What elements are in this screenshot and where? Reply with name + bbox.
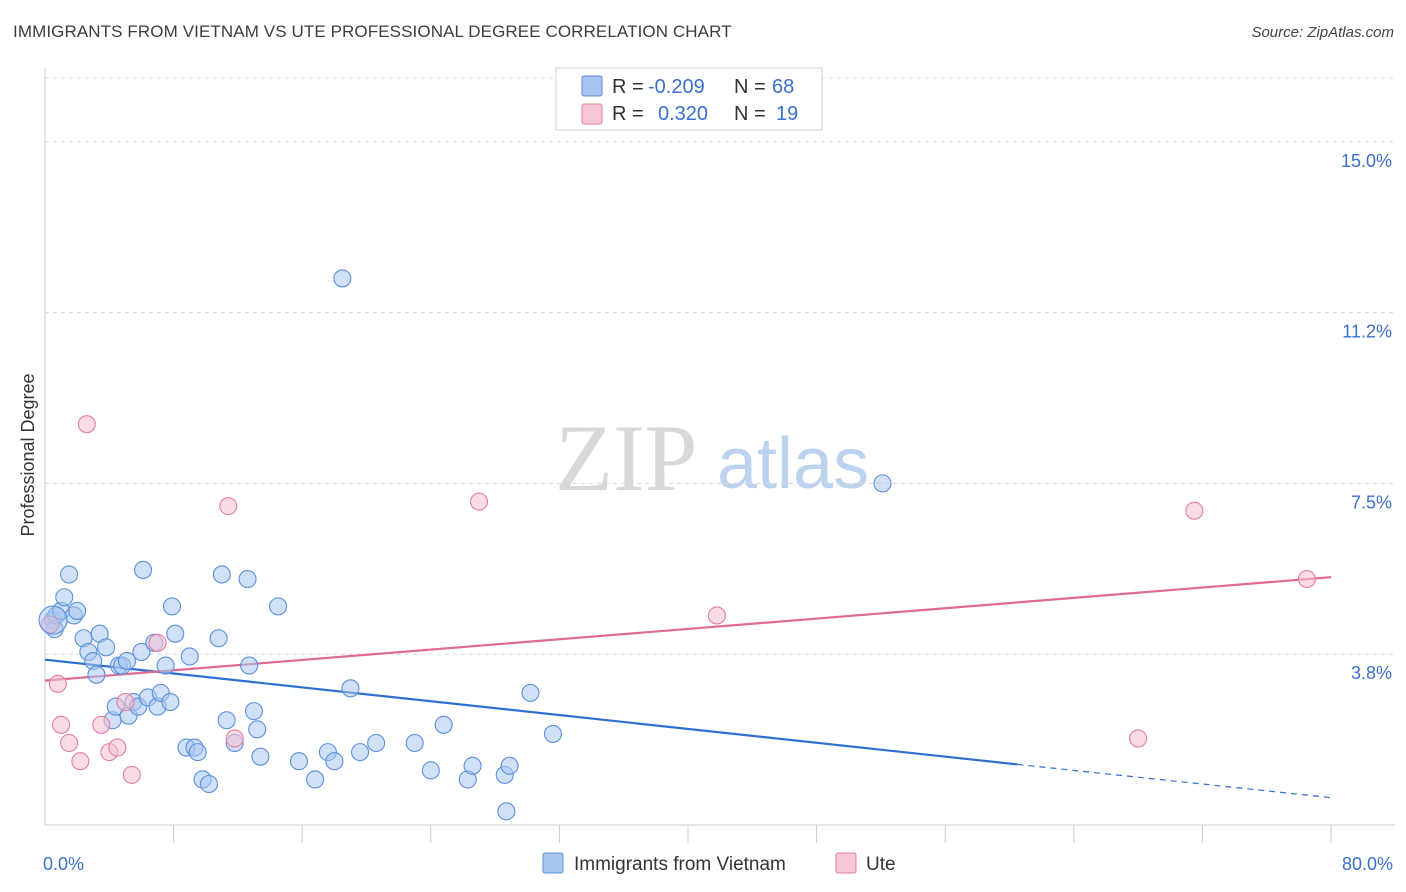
point-ute <box>225 729 244 748</box>
legend-r-label-1: R = <box>612 76 644 98</box>
point-ute <box>707 606 726 625</box>
point-vietnam <box>434 715 453 734</box>
legend-swatch-blue <box>581 75 603 97</box>
watermark-atlas: atlas <box>717 424 869 504</box>
point-vietnam <box>217 711 236 730</box>
point-vietnam <box>117 651 137 671</box>
point-vietnam <box>244 702 264 721</box>
gridlines <box>45 77 1395 655</box>
point-vietnam <box>87 665 106 684</box>
y-tick-label: 3.8% <box>1351 663 1392 683</box>
point-vietnam <box>367 733 386 753</box>
point-ute <box>48 674 67 693</box>
point-vietnam <box>521 683 540 702</box>
y-tick-label: 11.2% <box>1342 322 1392 342</box>
point-vietnam <box>873 474 892 493</box>
trendline-vietnam-extension <box>1017 763 1332 799</box>
point-vietnam <box>251 747 270 766</box>
point-vietnam <box>333 269 352 288</box>
legend-n-label-1: N = <box>734 76 766 98</box>
point-ute <box>1129 729 1148 748</box>
watermark-zip: ZIP <box>555 405 698 511</box>
chart-title: IMMIGRANTS FROM VIETNAM VS UTE PROFESSIO… <box>13 22 732 41</box>
y-tick-label: 7.5% <box>1351 492 1392 512</box>
point-vietnam <box>162 597 182 616</box>
point-vietnam <box>497 802 516 821</box>
point-vietnam <box>68 601 87 620</box>
axes <box>44 68 1395 843</box>
trendline-vietnam <box>44 658 1018 766</box>
point-ute <box>116 692 135 712</box>
legend-n-label-2: N = <box>734 103 766 125</box>
legend-r-label-2: R = <box>612 103 644 125</box>
trendline-ute <box>44 576 1332 682</box>
point-vietnam <box>97 638 116 657</box>
point-ute <box>77 415 96 434</box>
point-ute <box>469 492 489 511</box>
legend-n-value-1: 68 <box>772 76 794 98</box>
bottom-legend-swatch-pink <box>835 852 857 874</box>
point-vietnam <box>188 743 207 762</box>
point-vietnam <box>289 752 309 771</box>
data-points <box>38 269 1316 821</box>
point-vietnam <box>500 756 519 775</box>
point-vietnam <box>60 565 79 584</box>
point-vietnam <box>212 565 231 584</box>
point-vietnam <box>156 656 175 675</box>
point-vietnam <box>38 605 68 635</box>
x-tick-label: 0.0% <box>43 854 84 874</box>
legend-n-value-2: 19 <box>776 103 798 125</box>
point-vietnam <box>325 752 344 771</box>
bottom-legend-swatch-blue <box>542 852 564 874</box>
point-vietnam <box>269 597 288 616</box>
legend-r-value-1: -0.209 <box>648 76 705 98</box>
point-ute <box>219 497 238 516</box>
point-vietnam <box>543 724 563 743</box>
point-ute <box>108 738 127 757</box>
point-ute <box>92 715 111 734</box>
point-ute <box>1297 569 1316 589</box>
point-ute <box>122 765 141 784</box>
point-ute <box>52 715 71 734</box>
point-ute <box>60 733 79 753</box>
point-vietnam <box>240 656 259 675</box>
point-ute <box>148 633 167 652</box>
point-vietnam <box>199 774 219 794</box>
point-vietnam <box>405 733 424 753</box>
point-vietnam <box>463 756 482 775</box>
y-tick-label: 15.0% <box>1341 151 1392 171</box>
legend-r-value-2: 0.320 <box>658 103 708 125</box>
legend: R = -0.209 N = 68 R = 0.320 N = 19 <box>555 67 823 131</box>
point-vietnam <box>166 624 185 643</box>
point-ute <box>1185 501 1204 520</box>
bottom-legend: Immigrants from Vietnam Ute <box>542 852 896 875</box>
point-vietnam <box>134 560 153 579</box>
source-label: Source: ZipAtlas.com <box>1251 24 1394 41</box>
point-vietnam <box>55 588 74 607</box>
point-ute <box>71 752 90 771</box>
legend-swatch-pink <box>581 103 603 125</box>
point-vietnam <box>238 569 257 589</box>
bottom-legend-label-pink: Ute <box>866 854 896 875</box>
point-vietnam <box>161 692 180 712</box>
point-vietnam <box>351 743 370 762</box>
x-tick-label: 80.0% <box>1342 854 1393 874</box>
bottom-legend-label-blue: Immigrants from Vietnam <box>574 854 786 875</box>
point-vietnam <box>341 679 360 698</box>
point-vietnam <box>421 761 440 780</box>
trendlines <box>44 576 1332 799</box>
point-vietnam <box>209 629 228 648</box>
point-vietnam <box>132 642 151 661</box>
tick-labels: 15.0% 11.2% 7.5% 3.8% 0.0% 80.0% <box>43 151 1393 874</box>
point-vietnam <box>306 770 325 789</box>
y-axis-label: Professional Degree <box>18 373 38 536</box>
point-vietnam <box>248 720 267 739</box>
point-vietnam <box>180 647 199 666</box>
